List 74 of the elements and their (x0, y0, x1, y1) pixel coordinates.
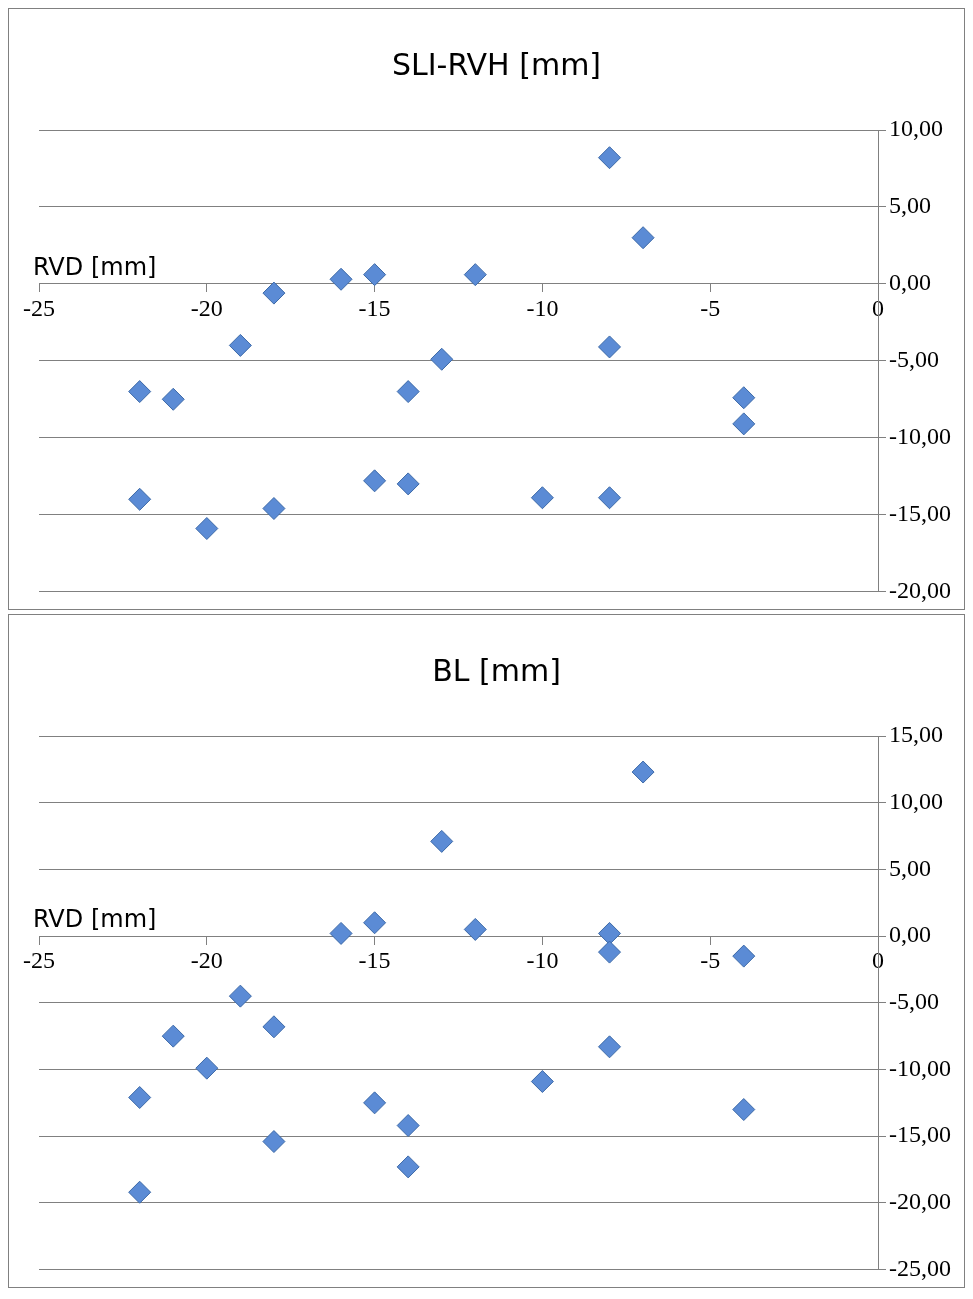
point (396, 1155, 420, 1179)
x-tick-label: -5 (700, 946, 721, 973)
point (262, 281, 286, 305)
x-axis-title: RVD [mm] (33, 253, 157, 282)
y-tick-label: -5,00 (889, 346, 940, 373)
point (631, 760, 655, 784)
point (195, 1056, 219, 1080)
point (363, 263, 387, 287)
point (598, 940, 622, 964)
point (530, 486, 554, 510)
point (396, 380, 420, 404)
point (329, 267, 353, 291)
point (329, 921, 353, 945)
x-tick-label: -25 (23, 294, 55, 321)
y-tick-label: 5,00 (889, 192, 932, 219)
x-tick-label: -10 (526, 294, 559, 321)
y-tick-label: -5,00 (889, 988, 940, 1015)
x-axis-title: RVD [mm] (33, 905, 157, 934)
point (463, 263, 487, 287)
point (732, 412, 756, 436)
point (128, 1180, 152, 1204)
point (228, 333, 252, 357)
x-tick-label: -20 (190, 294, 223, 321)
point (430, 829, 454, 853)
y-tick-label: -20,00 (889, 1188, 952, 1215)
point (430, 347, 454, 371)
y-tick-label: 10,00 (889, 788, 944, 814)
point (128, 487, 152, 511)
y-tick-label: -15,00 (889, 1121, 952, 1148)
point (732, 386, 756, 410)
x-tick-label: -10 (526, 946, 559, 973)
chart-title: BL [mm] (432, 652, 561, 688)
point (128, 1086, 152, 1110)
x-tick-label: -25 (23, 946, 55, 973)
point (396, 472, 420, 496)
point (363, 1091, 387, 1115)
y-tick-label: 15,00 (889, 721, 944, 748)
point (463, 917, 487, 941)
point (598, 1035, 622, 1059)
x-tick-label: -15 (358, 294, 391, 321)
x-tick-label: 0 (872, 946, 885, 973)
point (631, 226, 655, 250)
point (262, 1130, 286, 1154)
point (732, 944, 756, 968)
point (128, 380, 152, 404)
point (161, 1024, 185, 1048)
point (363, 911, 387, 935)
point (598, 921, 622, 945)
point (396, 1114, 420, 1138)
y-tick-label: -15,00 (889, 499, 952, 526)
y-tick-label: -10,00 (889, 1054, 952, 1081)
x-tick-label: -5 (700, 294, 721, 321)
y-tick-label: 10,00 (889, 115, 944, 142)
x-tick-label: 0 (872, 294, 885, 321)
x-tick-label: -15 (358, 946, 391, 973)
y-tick-label: 0,00 (889, 269, 932, 296)
point (530, 1070, 554, 1094)
point (195, 517, 219, 541)
point (598, 335, 622, 359)
y-tick-label: 5,00 (889, 854, 932, 881)
point (598, 146, 622, 170)
point (262, 1015, 286, 1039)
point (161, 387, 185, 411)
y-tick-label: -20,00 (889, 576, 952, 603)
point (598, 486, 622, 510)
point (262, 497, 286, 521)
point (228, 984, 252, 1008)
y-tick-label: 0,00 (889, 921, 932, 948)
y-tick-label: -10,00 (889, 423, 952, 450)
y-tick-label: -25,00 (889, 1254, 952, 1281)
x-tick-label: -20 (190, 946, 223, 973)
chart-title: SLI-RVH [mm] (391, 46, 602, 82)
point (363, 469, 387, 493)
point (732, 1098, 756, 1122)
